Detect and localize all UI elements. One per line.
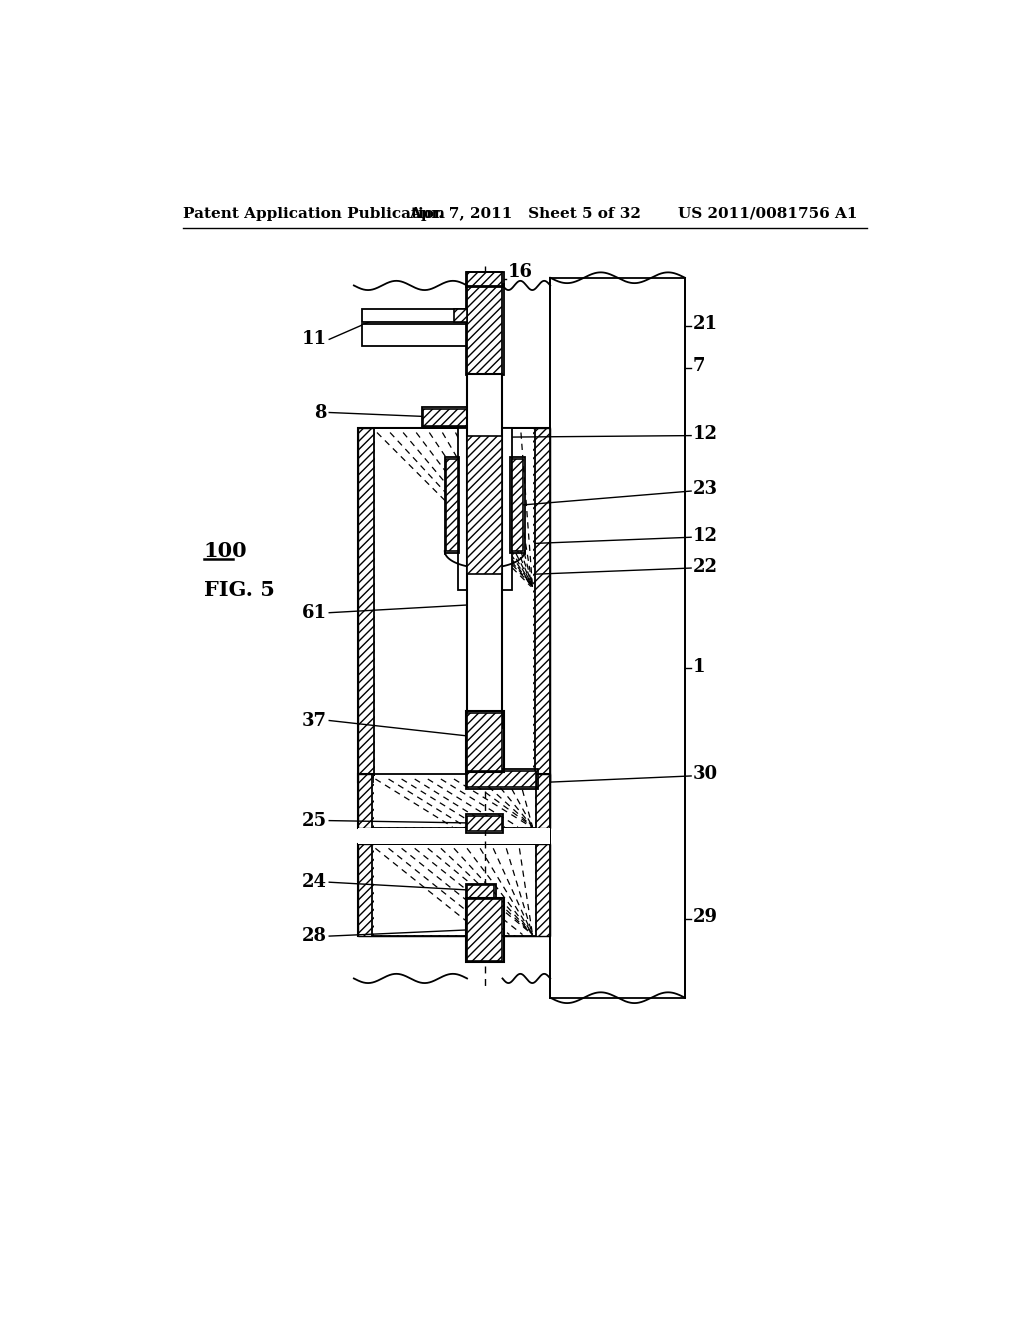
- Text: 24: 24: [302, 874, 327, 891]
- Bar: [357, 843, 550, 936]
- Text: 61: 61: [302, 603, 327, 622]
- Bar: [458, 428, 512, 590]
- Bar: [467, 899, 503, 961]
- Text: 29: 29: [692, 908, 718, 925]
- Text: 1: 1: [692, 657, 706, 676]
- Bar: [467, 285, 503, 374]
- Bar: [550, 277, 685, 998]
- Text: 28: 28: [302, 927, 327, 945]
- Text: 25: 25: [302, 812, 327, 829]
- Bar: [466, 898, 504, 962]
- Bar: [376, 429, 534, 780]
- Text: Apr. 7, 2011   Sheet 5 of 32: Apr. 7, 2011 Sheet 5 of 32: [409, 207, 641, 220]
- Bar: [467, 436, 503, 574]
- Text: 11: 11: [302, 330, 327, 348]
- Text: 7: 7: [692, 358, 706, 375]
- Text: Patent Application Publication: Patent Application Publication: [183, 207, 444, 220]
- Bar: [374, 776, 535, 826]
- Bar: [466, 884, 496, 900]
- Bar: [357, 428, 550, 781]
- Bar: [512, 459, 523, 552]
- Text: 21: 21: [692, 315, 718, 333]
- Bar: [374, 428, 535, 781]
- Bar: [446, 459, 458, 552]
- Text: 100: 100: [204, 541, 248, 561]
- Bar: [357, 775, 550, 829]
- Bar: [423, 409, 467, 425]
- Bar: [467, 429, 503, 457]
- Bar: [466, 770, 538, 789]
- Text: 37: 37: [302, 711, 327, 730]
- Text: 30: 30: [692, 766, 718, 783]
- Bar: [357, 775, 550, 829]
- Text: FIG. 5: FIG. 5: [204, 579, 274, 599]
- Bar: [361, 323, 467, 346]
- Text: 22: 22: [692, 557, 718, 576]
- Bar: [357, 829, 550, 843]
- Bar: [510, 457, 525, 553]
- Bar: [467, 713, 503, 771]
- Bar: [454, 309, 467, 322]
- Bar: [466, 428, 504, 457]
- Text: 16: 16: [508, 264, 532, 281]
- Bar: [374, 845, 535, 935]
- Text: 12: 12: [692, 527, 718, 545]
- Bar: [373, 775, 537, 829]
- Bar: [467, 272, 503, 286]
- Bar: [467, 374, 503, 729]
- Bar: [444, 457, 460, 553]
- Bar: [357, 428, 550, 781]
- Bar: [466, 272, 504, 286]
- Text: 23: 23: [692, 480, 718, 499]
- Bar: [422, 407, 469, 428]
- Text: US 2011/0081756 A1: US 2011/0081756 A1: [678, 207, 857, 220]
- Bar: [466, 711, 504, 772]
- Bar: [467, 886, 494, 899]
- Bar: [466, 284, 504, 375]
- Text: 8: 8: [314, 404, 327, 421]
- Bar: [467, 816, 502, 832]
- Bar: [466, 814, 503, 833]
- Text: 12: 12: [692, 425, 718, 444]
- Bar: [373, 843, 537, 936]
- Bar: [361, 309, 467, 322]
- Bar: [467, 771, 537, 788]
- Bar: [357, 843, 550, 936]
